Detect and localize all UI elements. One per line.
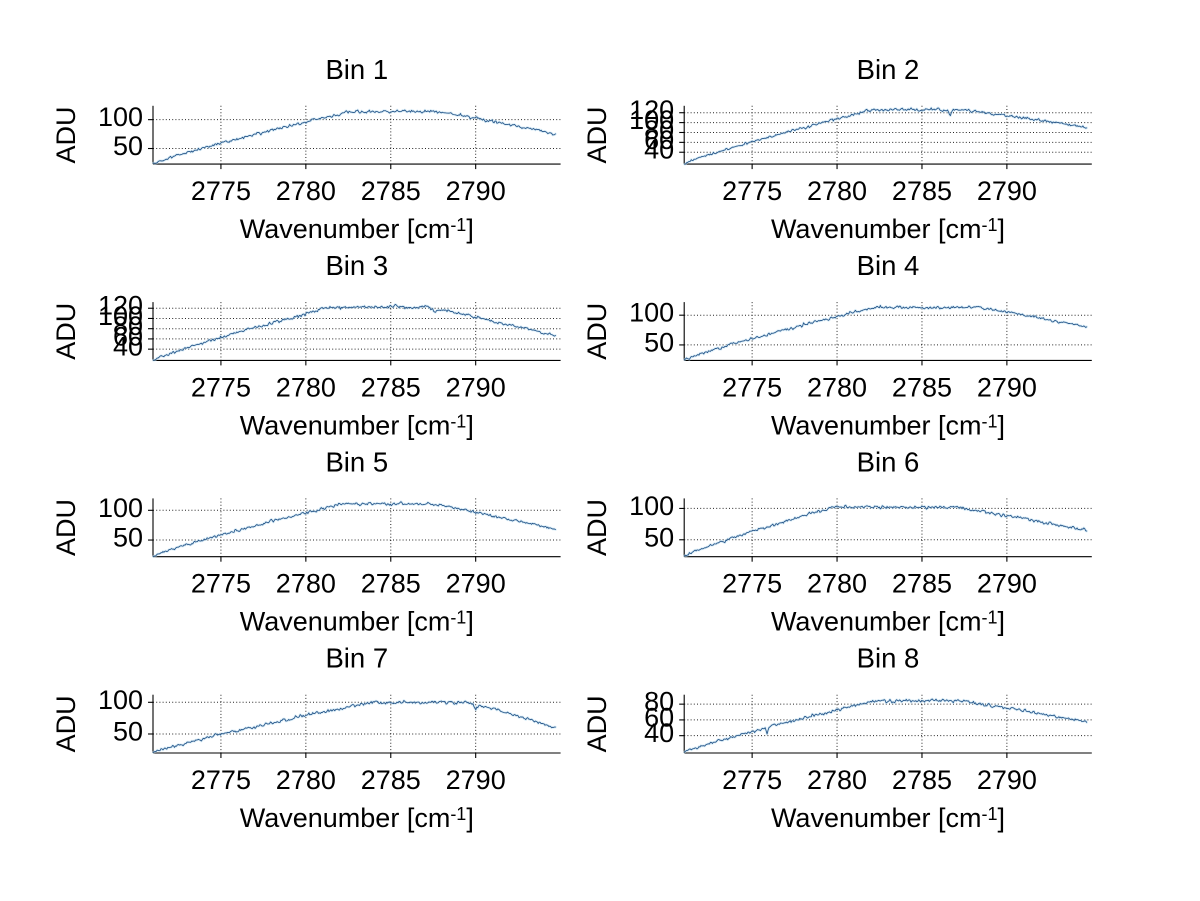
- svg-text:2785: 2785: [892, 372, 952, 402]
- svg-text:Bin 8: Bin 8: [857, 643, 920, 674]
- svg-text:Bin 1: Bin 1: [325, 54, 388, 85]
- svg-text:Wavenumber [cm-1]: Wavenumber [cm-1]: [240, 214, 474, 244]
- svg-text:Wavenumber [cm-1]: Wavenumber [cm-1]: [771, 214, 1005, 244]
- svg-text:2790: 2790: [977, 372, 1037, 402]
- svg-text:ADU: ADU: [582, 106, 612, 163]
- svg-text:100: 100: [629, 491, 674, 521]
- svg-text:2785: 2785: [892, 569, 952, 599]
- svg-text:2775: 2775: [722, 765, 782, 795]
- svg-text:50: 50: [113, 131, 143, 161]
- svg-text:2790: 2790: [977, 765, 1037, 795]
- svg-text:ADU: ADU: [51, 499, 81, 556]
- svg-text:ADU: ADU: [582, 499, 612, 556]
- svg-text:Wavenumber [cm-1]: Wavenumber [cm-1]: [771, 607, 1005, 637]
- svg-text:50: 50: [644, 327, 674, 357]
- svg-text:Bin 5: Bin 5: [325, 446, 388, 477]
- svg-text:100: 100: [98, 685, 143, 715]
- svg-text:2790: 2790: [977, 569, 1037, 599]
- svg-text:Wavenumber [cm-1]: Wavenumber [cm-1]: [240, 607, 474, 637]
- svg-text:Bin 6: Bin 6: [857, 446, 920, 477]
- svg-text:2790: 2790: [446, 372, 506, 402]
- svg-text:2785: 2785: [892, 765, 952, 795]
- svg-text:ADU: ADU: [51, 695, 81, 752]
- svg-text:80: 80: [644, 687, 674, 717]
- svg-text:2790: 2790: [977, 176, 1037, 206]
- svg-text:2775: 2775: [722, 569, 782, 599]
- svg-text:Bin 7: Bin 7: [325, 643, 388, 674]
- svg-text:Wavenumber [cm-1]: Wavenumber [cm-1]: [771, 410, 1005, 440]
- svg-text:ADU: ADU: [51, 303, 81, 360]
- svg-text:2775: 2775: [722, 372, 782, 402]
- svg-text:100: 100: [98, 493, 143, 523]
- svg-text:2780: 2780: [276, 176, 336, 206]
- svg-text:2785: 2785: [892, 176, 952, 206]
- svg-text:2785: 2785: [361, 765, 421, 795]
- svg-text:Bin 2: Bin 2: [857, 54, 920, 85]
- svg-text:Wavenumber [cm-1]: Wavenumber [cm-1]: [240, 410, 474, 440]
- svg-text:2775: 2775: [191, 372, 251, 402]
- svg-text:2785: 2785: [361, 372, 421, 402]
- svg-text:2780: 2780: [807, 176, 867, 206]
- svg-text:2790: 2790: [446, 765, 506, 795]
- svg-text:2775: 2775: [191, 765, 251, 795]
- svg-text:120: 120: [629, 95, 674, 125]
- svg-text:100: 100: [629, 298, 674, 328]
- svg-text:120: 120: [98, 291, 143, 321]
- svg-text:2780: 2780: [807, 569, 867, 599]
- svg-text:2790: 2790: [446, 176, 506, 206]
- svg-text:50: 50: [113, 716, 143, 746]
- svg-text:2780: 2780: [807, 372, 867, 402]
- svg-text:50: 50: [644, 522, 674, 552]
- svg-text:2780: 2780: [807, 765, 867, 795]
- svg-text:Bin 4: Bin 4: [857, 250, 920, 281]
- svg-text:Wavenumber [cm-1]: Wavenumber [cm-1]: [771, 803, 1005, 833]
- svg-text:ADU: ADU: [582, 303, 612, 360]
- svg-text:ADU: ADU: [582, 695, 612, 752]
- svg-text:2790: 2790: [446, 569, 506, 599]
- svg-text:2780: 2780: [276, 569, 336, 599]
- svg-text:2775: 2775: [191, 569, 251, 599]
- svg-text:2785: 2785: [361, 176, 421, 206]
- svg-text:2780: 2780: [276, 765, 336, 795]
- svg-text:Bin 3: Bin 3: [325, 250, 388, 281]
- svg-text:50: 50: [113, 523, 143, 553]
- svg-text:ADU: ADU: [51, 106, 81, 163]
- svg-text:2780: 2780: [276, 372, 336, 402]
- svg-text:Wavenumber [cm-1]: Wavenumber [cm-1]: [240, 803, 474, 833]
- svg-text:2785: 2785: [361, 569, 421, 599]
- svg-text:100: 100: [98, 102, 143, 132]
- svg-text:2775: 2775: [722, 176, 782, 206]
- svg-text:2775: 2775: [191, 176, 251, 206]
